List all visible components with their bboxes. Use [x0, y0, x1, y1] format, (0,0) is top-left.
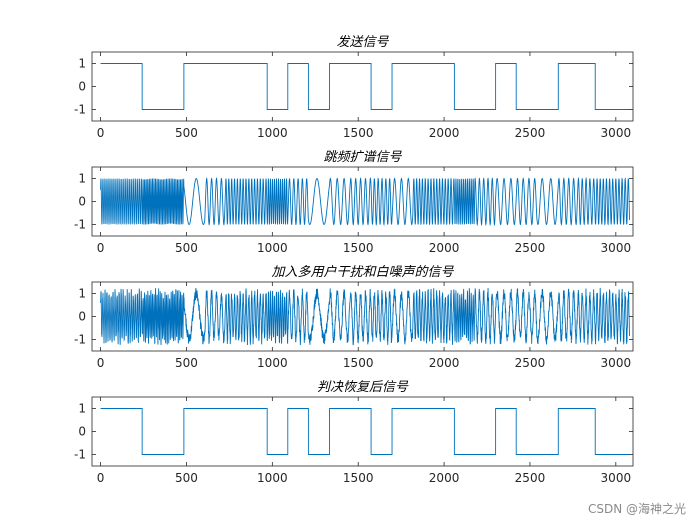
x-tick-label: 1500 — [343, 126, 374, 140]
subplot-title: 跳频扩谱信号 — [323, 150, 402, 165]
x-tick-label: 500 — [175, 471, 198, 485]
subplot-title: 发送信号 — [336, 35, 389, 50]
subplot-1: 发送信号 0 500 1000 1500 2000 2500 3000 -1 0 1 — [74, 35, 634, 140]
x-tick-label: 3000 — [601, 241, 632, 255]
axes-box — [91, 51, 634, 122]
series-line — [100, 287, 631, 346]
x-tick-label: 1500 — [343, 241, 374, 255]
subplot-3: 加入多用户干扰和白噪声的信号 0 500 1000 1500 2000 2500 3000 -1… — [74, 265, 634, 370]
x-tick-label: 0 — [97, 356, 105, 370]
x-tick-label: 1000 — [257, 241, 288, 255]
y-tick-label: 0 — [78, 310, 86, 324]
x-tick-label: 2500 — [515, 126, 546, 140]
x-tick-label: 2000 — [429, 471, 460, 485]
x-tick-label: 2000 — [429, 126, 460, 140]
x-tick-label: 1000 — [257, 356, 288, 370]
y-tick-label: 1 — [78, 287, 86, 301]
y-tick-label: -1 — [74, 448, 86, 462]
x-tick-label: 2000 — [429, 241, 460, 255]
y-tick-label: -1 — [74, 333, 86, 347]
x-tick-label: 500 — [175, 356, 198, 370]
x-tick-label: 2500 — [515, 471, 546, 485]
y-tick-label: 1 — [78, 172, 86, 186]
x-tick-label: 0 — [97, 471, 105, 485]
x-tick-label: 1500 — [343, 471, 374, 485]
x-tick-label: 2500 — [515, 356, 546, 370]
x-tick-label: 0 — [97, 241, 105, 255]
x-tick-label: 0 — [97, 126, 105, 140]
watermark: CSDN @海神之光 — [587, 502, 686, 516]
y-tick-label: -1 — [74, 218, 86, 232]
y-tick-label: 1 — [78, 57, 86, 71]
x-tick-label: 1000 — [257, 471, 288, 485]
x-tick-label: 500 — [175, 241, 198, 255]
series-line — [100, 408, 630, 455]
x-tick-label: 2500 — [515, 241, 546, 255]
y-tick-label: -1 — [74, 103, 86, 117]
series-line — [100, 176, 631, 227]
x-tick-label: 1000 — [257, 126, 288, 140]
y-tick-label: 0 — [78, 195, 86, 209]
series-line — [100, 63, 630, 110]
y-tick-label: 0 — [78, 80, 86, 94]
x-tick-label: 3000 — [601, 471, 632, 485]
y-tick-label: 1 — [78, 402, 86, 416]
x-tick-label: 2000 — [429, 356, 460, 370]
y-tick-label: 0 — [78, 425, 86, 439]
subplot-title: 判决恢复后信号 — [317, 380, 409, 395]
x-tick-label: 1500 — [343, 356, 374, 370]
x-tick-label: 3000 — [601, 356, 632, 370]
x-tick-label: 3000 — [601, 126, 632, 140]
subplot-4: 判决恢复后信号 0 500 1000 1500 2000 2500 3000 -1 0 1 — [74, 380, 634, 485]
axes-box — [91, 396, 634, 467]
x-tick-label: 500 — [175, 126, 198, 140]
subplot-2: 跳频扩谱信号 0 500 1000 1500 2000 2500 3000 -1 0 1 — [74, 150, 634, 255]
subplot-title: 加入多用户干扰和白噪声的信号 — [271, 265, 454, 280]
